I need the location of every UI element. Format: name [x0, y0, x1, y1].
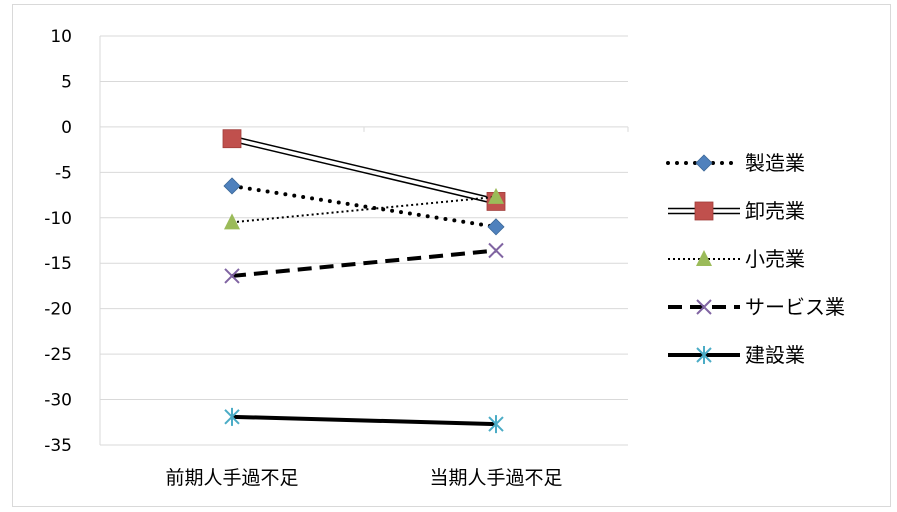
- y-tick-label: -35: [44, 436, 72, 456]
- series-line: [231, 195, 497, 224]
- legend-swatch-marker: [696, 299, 712, 315]
- series-line: [231, 140, 496, 205]
- y-tick-label: -10: [44, 209, 72, 229]
- legend-label: 卸売業: [745, 199, 805, 223]
- y-tick-label: -25: [44, 345, 72, 365]
- y-tick-label: 5: [61, 72, 72, 92]
- series-line: [231, 248, 497, 278]
- legend-swatch-marker: [696, 250, 712, 266]
- y-tick-label: -20: [44, 300, 72, 320]
- data-point: [488, 415, 504, 434]
- data-point: [224, 213, 240, 230]
- data-point: [223, 177, 241, 195]
- legend-swatch-marker: [695, 154, 713, 172]
- x-category-label: 前期人手過不足: [165, 467, 298, 489]
- data-point: [224, 268, 240, 284]
- series-line: [231, 414, 497, 427]
- y-tick-label: 0: [61, 118, 72, 138]
- y-tick-label: -30: [44, 391, 72, 411]
- data-point: [487, 218, 505, 236]
- legend-label: 建設業: [745, 343, 805, 367]
- data-point: [222, 129, 242, 149]
- data-point: [488, 187, 504, 204]
- x-category-label: 当期人手過不足: [429, 467, 562, 489]
- y-tick-label: -15: [44, 254, 72, 274]
- y-tick-label: -5: [55, 163, 72, 183]
- data-point: [224, 407, 240, 426]
- series-line: [232, 135, 497, 200]
- series-line: [230, 183, 498, 229]
- y-tick-label: 10: [50, 27, 72, 47]
- legend-label: 小売業: [745, 247, 805, 271]
- data-point: [488, 242, 504, 259]
- legend-swatch-marker: [694, 201, 714, 221]
- legend-swatch-marker: [696, 346, 712, 364]
- legend-label: 製造業: [745, 151, 805, 175]
- legend-label: サービス業: [745, 295, 845, 319]
